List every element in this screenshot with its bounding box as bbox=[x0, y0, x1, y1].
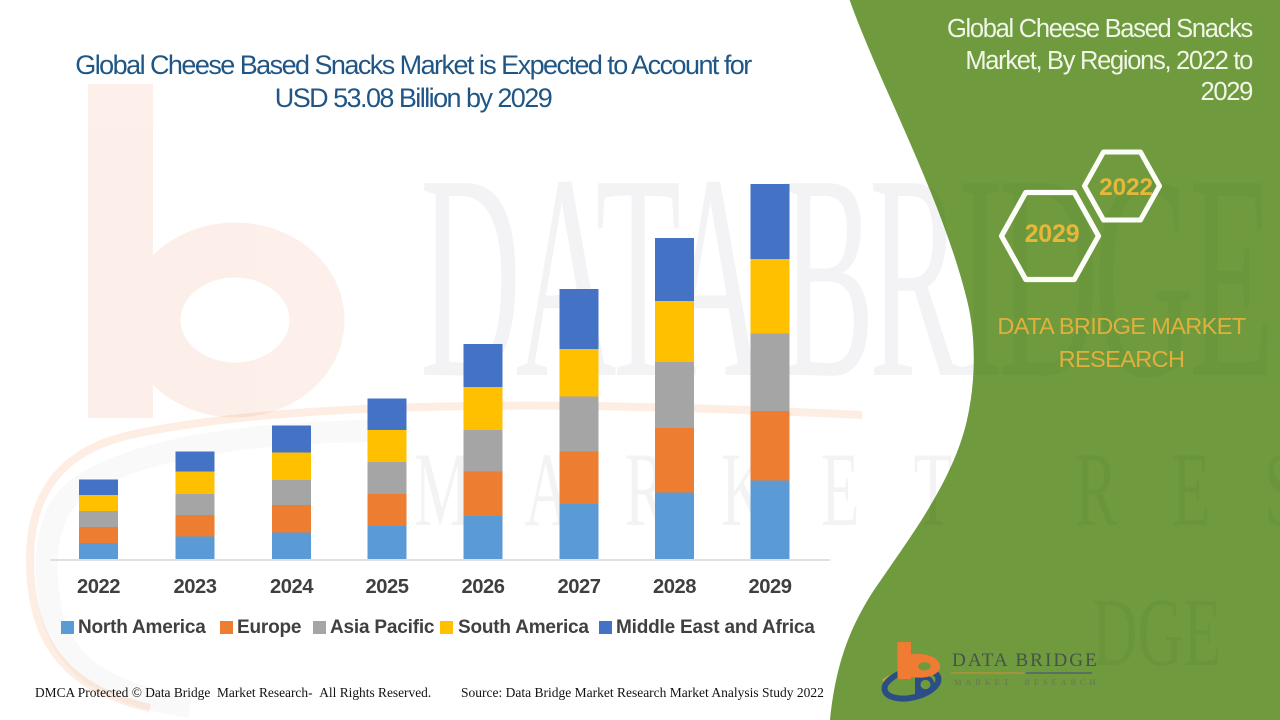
svg-text:DGE: DGE bbox=[1092, 578, 1221, 686]
svg-text:DATA BRIDGE: DATA BRIDGE bbox=[420, 113, 1269, 438]
svg-text:MARKET RESEARCH: MARKET RESEARCH bbox=[414, 430, 1280, 548]
